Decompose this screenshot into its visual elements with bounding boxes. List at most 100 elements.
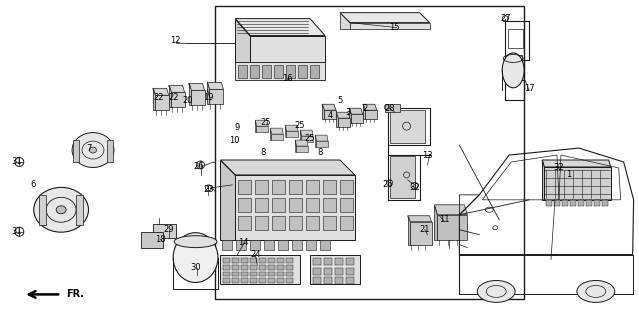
Text: 29: 29	[164, 225, 174, 234]
Text: 14: 14	[238, 238, 249, 247]
Polygon shape	[272, 216, 285, 230]
Polygon shape	[322, 104, 324, 119]
Polygon shape	[235, 19, 325, 36]
Polygon shape	[73, 140, 79, 162]
Polygon shape	[349, 108, 351, 123]
Polygon shape	[153, 88, 169, 95]
Polygon shape	[390, 156, 415, 198]
Polygon shape	[324, 277, 332, 284]
Text: 32: 32	[553, 164, 564, 172]
Ellipse shape	[89, 147, 96, 153]
Ellipse shape	[174, 236, 217, 248]
Polygon shape	[315, 135, 316, 147]
Polygon shape	[220, 160, 235, 240]
Polygon shape	[285, 125, 286, 137]
Polygon shape	[306, 198, 319, 212]
Text: 12: 12	[171, 36, 181, 45]
Polygon shape	[153, 88, 155, 110]
Polygon shape	[296, 146, 308, 152]
Polygon shape	[250, 265, 258, 269]
Polygon shape	[350, 23, 429, 28]
Polygon shape	[289, 198, 302, 212]
Polygon shape	[189, 83, 190, 105]
Polygon shape	[300, 130, 313, 136]
Polygon shape	[306, 180, 319, 194]
Polygon shape	[310, 255, 360, 284]
Polygon shape	[220, 160, 355, 175]
Text: 7: 7	[86, 144, 91, 153]
Polygon shape	[546, 200, 552, 206]
Polygon shape	[259, 271, 266, 276]
Bar	[215, 6, 524, 300]
Polygon shape	[298, 65, 307, 78]
Polygon shape	[335, 268, 343, 275]
Polygon shape	[259, 258, 266, 262]
Text: 2: 2	[362, 104, 367, 113]
Polygon shape	[235, 62, 325, 80]
Polygon shape	[346, 277, 354, 284]
Polygon shape	[306, 216, 319, 230]
Text: 5: 5	[337, 96, 343, 105]
Polygon shape	[242, 258, 249, 262]
Ellipse shape	[502, 53, 524, 88]
Text: 32: 32	[409, 183, 420, 192]
Polygon shape	[313, 268, 321, 275]
Polygon shape	[224, 265, 231, 269]
Polygon shape	[340, 13, 350, 28]
Polygon shape	[289, 216, 302, 230]
Polygon shape	[271, 134, 283, 140]
Polygon shape	[255, 120, 256, 132]
Polygon shape	[365, 110, 377, 119]
Ellipse shape	[577, 280, 615, 302]
Polygon shape	[315, 135, 328, 141]
Polygon shape	[238, 216, 251, 230]
Polygon shape	[435, 205, 438, 240]
Polygon shape	[295, 140, 308, 146]
Polygon shape	[301, 136, 313, 142]
Polygon shape	[220, 255, 300, 284]
Polygon shape	[250, 36, 325, 62]
Polygon shape	[272, 180, 285, 194]
Polygon shape	[236, 240, 246, 250]
Polygon shape	[562, 200, 568, 206]
Polygon shape	[238, 65, 247, 78]
Polygon shape	[242, 265, 249, 269]
Polygon shape	[385, 104, 399, 112]
Text: 26: 26	[193, 163, 204, 172]
Bar	[508, 28, 523, 49]
Polygon shape	[438, 215, 467, 240]
Polygon shape	[340, 180, 353, 194]
Polygon shape	[277, 265, 284, 269]
Polygon shape	[255, 120, 268, 126]
Polygon shape	[346, 268, 354, 275]
Polygon shape	[338, 118, 350, 127]
Text: 25: 25	[260, 118, 270, 127]
Polygon shape	[255, 180, 268, 194]
Polygon shape	[554, 200, 560, 206]
Polygon shape	[259, 278, 266, 284]
Text: 11: 11	[439, 215, 450, 224]
Polygon shape	[259, 265, 266, 269]
Polygon shape	[76, 195, 83, 225]
Ellipse shape	[56, 206, 66, 214]
Polygon shape	[39, 195, 46, 225]
Text: 28: 28	[385, 104, 395, 113]
Polygon shape	[324, 110, 336, 119]
Polygon shape	[277, 278, 284, 284]
Text: 10: 10	[229, 136, 240, 145]
Polygon shape	[300, 62, 309, 72]
Polygon shape	[277, 258, 284, 262]
Text: 20: 20	[182, 96, 193, 105]
Polygon shape	[250, 240, 260, 250]
Text: 31: 31	[11, 227, 22, 236]
Polygon shape	[295, 140, 296, 152]
Polygon shape	[313, 277, 321, 284]
Polygon shape	[233, 265, 240, 269]
Text: 18: 18	[155, 235, 166, 244]
Text: 25: 25	[295, 121, 305, 130]
Polygon shape	[270, 128, 283, 134]
Polygon shape	[320, 240, 330, 250]
Polygon shape	[335, 277, 343, 284]
Polygon shape	[286, 271, 293, 276]
Polygon shape	[268, 278, 275, 284]
